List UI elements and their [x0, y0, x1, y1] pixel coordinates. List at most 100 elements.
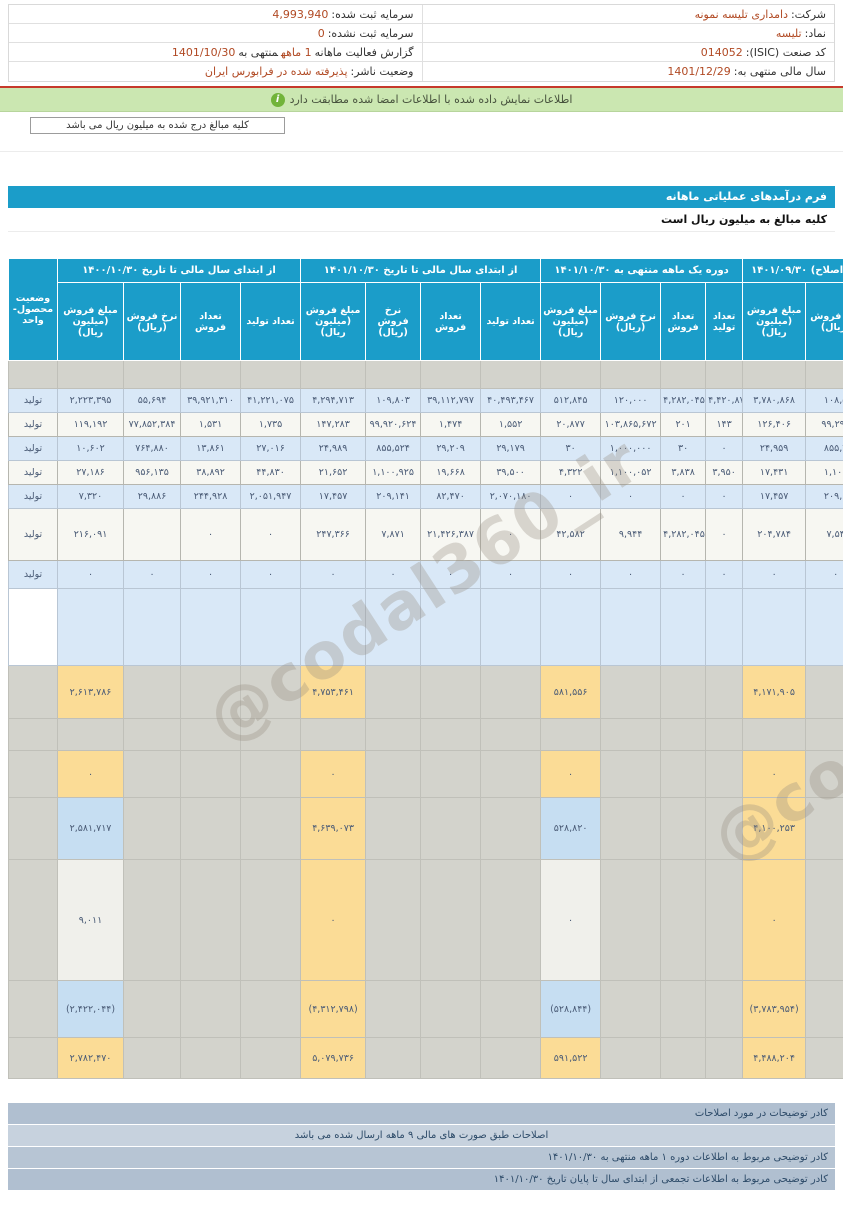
isic-label: کد صنعت (ISIC):: [745, 46, 826, 59]
comments-panel: کادر توضیحات در مورد اصلاحات اصلاحات طبق…: [8, 1103, 835, 1191]
comment-row-period-note: کادر توضیحی مربوط به اطلاعات دوره ۱ ماهه…: [8, 1147, 835, 1168]
value-cell-c-amount: ۰: [540, 484, 602, 509]
product-row: ۷,۵۴ ۲۰۴,۷۸۴ ۰ ۴,۲۸۲,۰۴۵ ۹,۹۴۴ ۴۲,۵۸۲ ۰ ۲۱,۴۲۶,…: [8, 508, 843, 561]
value-cell-c-rate: ۱۰۳,۸۶۵,۶۷۲: [600, 412, 662, 437]
status-cell: تولید: [8, 560, 58, 589]
empty-cell: [240, 718, 302, 751]
empty-cell: [240, 797, 302, 860]
empty-cell: [480, 750, 542, 798]
comment-row-cumulative-note: کادر توضیحی مربوط به اطلاعات تجمعی از اب…: [8, 1169, 835, 1190]
value-cell-b-prod: ۰: [480, 508, 542, 561]
revenue-table-viewport[interactable]: ۱۴۰۱/۰۹/۳۰ (اصلاح دوره یک ماهه منتهی به ۱…: [0, 258, 843, 1081]
column-header-amount: مبلغ فروش (میلیون ریال): [300, 282, 367, 361]
total-cell-b: ۰: [300, 750, 367, 798]
registered-capital-value: 4,993,940: [272, 8, 329, 21]
value-cell-c-sales: ۲۰۱: [660, 412, 707, 437]
status-cell: [8, 1037, 58, 1079]
empty-cell: [805, 750, 843, 798]
value-cell-d-amount: ۰: [742, 560, 807, 589]
value-cell-a-sales: ۱,۵۳۱: [180, 412, 242, 437]
value-cell-b-amount: ۱۷,۴۵۷: [300, 484, 367, 509]
empty-cell: [180, 797, 242, 860]
issuer-status-field: وضعیت ناشر:پذیرفته شده در فرابورس ایران: [9, 62, 422, 81]
empty-row: [8, 588, 843, 666]
status-cell: [8, 980, 58, 1038]
status-cell: تولید: [8, 388, 58, 413]
total-cell-d: ۰: [742, 750, 807, 798]
value-cell-a-amount: ۲۱۶,۰۹۱: [56, 508, 125, 561]
column-header-rate: نرخ فروش (ریال): [365, 282, 422, 361]
empty-cell: [660, 1037, 707, 1079]
total-cell-a: (۲,۴۲۲,۰۴۴): [56, 980, 125, 1038]
issuer-status-label: وضعیت ناشر:: [350, 65, 414, 78]
value-cell-d-rate: ۱,۱۰۱: [805, 460, 843, 485]
value-cell-c-prod: ۳,۹۵۰: [705, 460, 744, 485]
summary-row: (۳,۷۸۳,۹۵۴) (۵۲۸,۸۴۴) (۴,۳۱۲,۷۹۸) (۲,۴۲۲,۰۴…: [8, 980, 843, 1038]
empty-cell: [240, 1037, 302, 1079]
empty-cell: [180, 750, 242, 798]
empty-cell: [365, 1037, 422, 1079]
info-row: سال مالی منتهی به:1401/12/29 وضعیت ناشر:…: [9, 62, 834, 81]
total-cell-d: ۴,۴۸۸,۲۰۴: [742, 1037, 807, 1079]
empty-cell: [805, 718, 843, 751]
value-cell-c-sales: ۳۰: [660, 436, 707, 461]
empty-cell: [123, 797, 182, 860]
empty-cell: [705, 797, 744, 860]
empty-cell: [123, 1037, 182, 1079]
empty-cell: [660, 797, 707, 860]
empty-cell: [365, 718, 422, 751]
value-cell-d-rate: ۰: [805, 560, 843, 589]
total-cell-d: ۴,۱۷۱,۹۰۵: [742, 665, 807, 719]
empty-cell: [600, 1037, 662, 1079]
report-period-field: گزارش فعالیت ماهانه1 ماههمنتهی به1401/10…: [9, 43, 422, 62]
value-cell-c-prod: ۰: [705, 436, 744, 461]
form-unit-note: کلیه مبالغ به میلیون ریال است: [8, 208, 835, 232]
empty-cell: [742, 588, 807, 666]
value-cell-a-rate: ۰: [123, 560, 182, 589]
value-cell-a-rate: ۹۵۶,۱۳۵: [123, 460, 182, 485]
value-cell-a-sales: ۰: [180, 508, 242, 561]
column-header-sales: تعداد فروش: [180, 282, 242, 361]
empty-cell: [240, 588, 302, 666]
value-cell-b-amount: ۲۴,۹۸۹: [300, 436, 367, 461]
value-cell-b-amount: ۴,۲۹۴,۷۱۳: [300, 388, 367, 413]
empty-cell: [56, 360, 125, 389]
value-cell-d-rate: ۲۰۹,۱: [805, 484, 843, 509]
column-header-sales: تعداد فروش: [660, 282, 707, 361]
value-cell-a-prod: ۱,۷۳۵: [240, 412, 302, 437]
column-header-sales: تعداد فروش: [420, 282, 482, 361]
empty-cell: [742, 360, 807, 389]
empty-cell: [705, 718, 744, 751]
symbol-field: نماد:تلیسه: [421, 24, 834, 43]
isic-value: 014052: [700, 46, 743, 59]
value-cell-d-rate: ۷,۵۴: [805, 508, 843, 561]
value-cell-b-rate: ۰: [365, 560, 422, 589]
info-row: کد صنعت (ISIC):014052 گزارش فعالیت ماهان…: [9, 43, 834, 62]
value-cell-a-amount: ۲۷,۱۸۶: [56, 460, 125, 485]
status-cell: تولید: [8, 412, 58, 437]
value-cell-d-amount: ۲۰۴,۷۸۴: [742, 508, 807, 561]
value-cell-b-rate: ۹۹,۹۲۰,۶۲۴: [365, 412, 422, 437]
empty-cell: [240, 980, 302, 1038]
comment-row-corrections-text: اصلاحات طبق صورت های مالی ۹ ماهه ارسال ش…: [8, 1125, 835, 1146]
value-cell-c-sales: ۴,۲۸۲,۰۴۵: [660, 388, 707, 413]
empty-row: [8, 360, 843, 389]
value-cell-c-rate: ۰: [600, 560, 662, 589]
empty-cell: [705, 1037, 744, 1079]
product-row: ۰ ۰ ۰ ۰ ۰ ۰ ۰ ۰ ۰ ۰ ۰ ۰ ۰ ۰ تولید: [8, 560, 843, 589]
status-cell: تولید: [8, 508, 58, 561]
total-cell-d: (۳,۷۸۳,۹۵۴): [742, 980, 807, 1038]
value-cell-b-prod: ۱,۵۵۲: [480, 412, 542, 437]
column-header-rate: نرخ فروش (ریال): [805, 282, 843, 361]
empty-cell: [480, 718, 542, 751]
product-status-header: وضعیت محصول- واحد: [8, 258, 58, 361]
report-period-date: 1401/10/30: [171, 46, 236, 59]
empty-cell: [600, 718, 662, 751]
empty-cell: [540, 360, 602, 389]
comment-row-corrections-header: کادر توضیحات در مورد اصلاحات: [8, 1103, 835, 1124]
total-cell-a: ۰: [56, 750, 125, 798]
value-cell-b-amount: ۲۱,۶۵۲: [300, 460, 367, 485]
value-cell-b-sales: ۰: [420, 560, 482, 589]
empty-cell: [123, 718, 182, 751]
empty-cell: [805, 665, 843, 719]
